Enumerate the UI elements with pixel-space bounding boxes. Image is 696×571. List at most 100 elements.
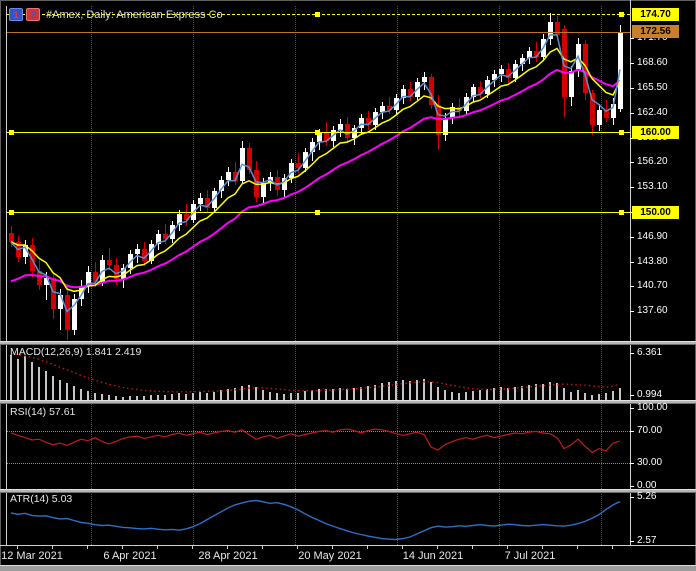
macd-histogram-bar (472, 391, 474, 400)
price-tick-label: 165.50 (637, 82, 668, 93)
macd-histogram-bar (241, 385, 243, 400)
axis-tick (630, 162, 634, 164)
candle-body (247, 148, 252, 170)
macd-histogram-bar (248, 384, 250, 400)
macd-histogram-bar (374, 384, 376, 400)
pane-separator[interactable] (0, 400, 696, 404)
macd-histogram-bar (157, 394, 159, 400)
date-tick (122, 546, 123, 549)
candle-wick (298, 152, 299, 173)
macd-histogram-bar (486, 389, 488, 400)
atr-pane[interactable]: ATR(14) 5.03 (7, 492, 630, 545)
candle-wick (389, 96, 390, 115)
line-handle[interactable] (619, 12, 624, 18)
candle-body (359, 117, 364, 128)
date-tick (577, 546, 578, 549)
indicator-scale-label: 100.00 (637, 402, 668, 413)
vertical-gridline (193, 345, 194, 400)
macd-histogram-bar (206, 392, 208, 400)
date-label: 12 Mar 2021 (1, 550, 63, 562)
line-handle[interactable] (619, 210, 624, 215)
line-handle[interactable] (9, 210, 14, 215)
vertical-gridline (295, 345, 296, 400)
atr-line (10, 499, 621, 541)
chart-icon-2[interactable]: 2 (26, 8, 40, 21)
indicator-scale-label: 30.00 (637, 457, 663, 468)
date-label: 6 Apr 2021 (103, 550, 157, 562)
axis-tick (630, 38, 634, 40)
date-tick (437, 546, 438, 549)
candle-body (219, 180, 224, 192)
line-handle[interactable] (315, 12, 320, 18)
chart-left-border (6, 6, 7, 545)
macd-histogram-bar (115, 396, 117, 400)
candle-body (254, 169, 259, 197)
date-axis[interactable]: 12 Mar 2021 6 Apr 2021 28 Apr 2021 20 May 2… (0, 545, 696, 565)
date-label: 28 Apr 2021 (198, 550, 258, 562)
candle-wick (137, 244, 138, 264)
axis-tick (630, 541, 634, 542)
macd-histogram-bar (402, 380, 404, 400)
candle-body (156, 234, 161, 244)
date-tick (227, 546, 228, 549)
candle-body (198, 197, 203, 204)
macd-histogram-bar (101, 394, 103, 400)
candle-body (520, 57, 525, 64)
axis-tick (630, 63, 634, 65)
main-chart-pane[interactable]: 1 2 #Amex, Daily: American Express Co (7, 6, 630, 341)
line-handle[interactable] (315, 210, 320, 215)
axis-tick (630, 88, 634, 89)
candle-body (121, 268, 126, 280)
candle-body (380, 106, 385, 112)
candle-body (408, 88, 413, 97)
candle-body (317, 132, 322, 142)
macd-histogram-bar (31, 362, 33, 400)
macd-histogram-bar (423, 379, 425, 400)
horizontal-level-line[interactable] (7, 31, 630, 33)
macd-pane[interactable]: MACD(12,26,9) 1.841 2.419 (7, 345, 630, 400)
macd-histogram-bar (255, 387, 257, 400)
window-bottom-border (0, 565, 696, 571)
chart-title-row: 1 2 #Amex, Daily: American Express Co (9, 8, 223, 21)
vertical-gridline (295, 404, 296, 489)
date-tick (367, 546, 368, 549)
candle-body (37, 271, 42, 285)
line-handle[interactable] (315, 130, 320, 135)
macd-histogram-bar (451, 391, 453, 400)
macd-histogram-bar (59, 380, 61, 400)
candle-body (429, 76, 434, 105)
candle-body (205, 197, 210, 208)
ma-slow-line (10, 68, 621, 289)
vertical-gridline (499, 6, 500, 341)
line-handle[interactable] (619, 130, 624, 135)
macd-histogram-bar (143, 396, 145, 400)
candle-body (79, 285, 84, 300)
rsi-pane[interactable]: RSI(14) 57.61 (7, 404, 630, 489)
macd-histogram-bar (73, 386, 75, 400)
price-tick-label: 143.80 (637, 255, 668, 267)
pane-separator[interactable] (0, 489, 696, 493)
candle-body (555, 21, 560, 36)
date-tick (332, 546, 333, 549)
axis-tick (630, 497, 634, 498)
macd-histogram-bar (227, 388, 229, 400)
vertical-gridline (601, 404, 602, 489)
candle-body (51, 277, 56, 309)
macd-histogram-bar (416, 379, 418, 400)
macd-histogram-bar (612, 391, 614, 400)
indicator-scale-label: 0.994 (637, 389, 663, 400)
macd-histogram-bar (10, 355, 12, 400)
atr-label: ATR(14) 5.03 (10, 493, 73, 505)
macd-histogram-bar (136, 395, 138, 400)
axis-tick (630, 395, 634, 396)
chart-icon-1[interactable]: 1 (9, 8, 23, 21)
macd-histogram-bar (381, 383, 383, 400)
macd-histogram-bar (80, 388, 82, 400)
vertical-gridline (397, 6, 398, 341)
price-axis[interactable]: 171.70168.60165.50162.40159.30156.20153.… (630, 0, 696, 546)
pane-separator[interactable] (0, 341, 696, 345)
candle-body (604, 109, 609, 118)
macd-histogram-bar (325, 389, 327, 400)
line-handle[interactable] (9, 130, 14, 135)
